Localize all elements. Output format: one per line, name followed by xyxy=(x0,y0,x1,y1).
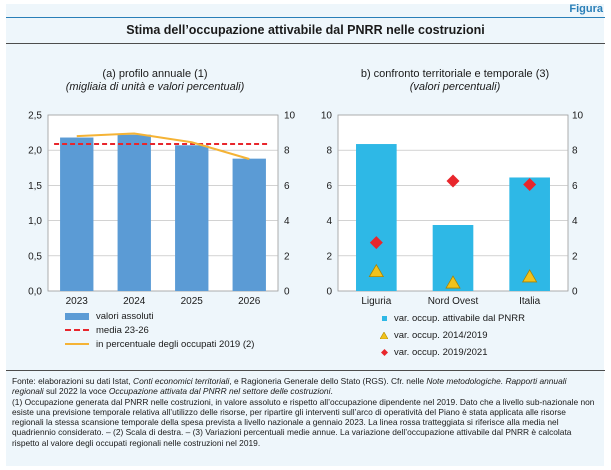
legend-item-bars: valori assoluti xyxy=(64,309,254,323)
chart-b-title: b) confronto territoriale e temporale (3… xyxy=(360,68,550,80)
chart-b-x-tick: Liguria xyxy=(361,296,391,307)
chart-a-bar-2023 xyxy=(60,137,94,291)
notes-source-italic-3: Occupazione attivata dal PNRR nel settor… xyxy=(108,386,331,397)
chart-b-left-tick: 10 xyxy=(321,111,333,122)
chart-b-subtitle: (valori percentuali) xyxy=(409,81,501,93)
chart-a-right-tick: 4 xyxy=(284,216,290,227)
chart-a-left-tick: 2,5 xyxy=(28,111,42,122)
chart-a-title: (a) profilo annuale (1) xyxy=(102,68,208,80)
chart-a-right-tick: 2 xyxy=(284,251,290,262)
legend-swatch-square xyxy=(378,316,390,321)
chart-b-right-tick: 4 xyxy=(572,216,578,227)
chart-b-diamond-marker xyxy=(446,174,460,188)
legend-swatch-diamond xyxy=(378,349,390,356)
chart-b-left-tick: 0 xyxy=(326,287,332,298)
chart-b-x-tick: Italia xyxy=(519,296,541,307)
figure-label: Figura xyxy=(569,3,603,15)
chart-a-heading: (a) profilo annuale (1) (migliaia di uni… xyxy=(40,68,270,94)
chart-b-diamond-marker xyxy=(369,236,383,250)
legend-item-2019: var. occup. 2019/2021 xyxy=(378,344,525,361)
title-rule xyxy=(6,43,605,44)
chart-b-heading: b) confronto territoriale e temporale (3… xyxy=(330,68,580,94)
chart-b-right-tick: 0 xyxy=(572,287,578,298)
chart-b-x-tick: Nord Ovest xyxy=(428,296,479,307)
legend-item-pnrr: var. occup. attivabile dal PNRR xyxy=(378,310,525,327)
notes-source-italic-1: Conti economici territoriali xyxy=(133,376,230,386)
legend-label-mean: media 23-26 xyxy=(96,324,149,336)
notes-body: (1) Occupazione generata dal PNRR nelle … xyxy=(12,396,595,448)
chart-a-subtitle: (migliaia di unità e valori percentuali) xyxy=(65,81,245,93)
chart-a-left-tick: 1,5 xyxy=(28,181,42,192)
chart-a-legend: valori assoluti media 23-26 in percentua… xyxy=(64,309,254,351)
figure-title: Stima dell’occupazione attivabile dal PN… xyxy=(126,23,485,37)
chart-b-left-tick: 4 xyxy=(326,216,332,227)
chart-a-pct-line xyxy=(76,132,250,160)
legend-swatch-triangle xyxy=(378,332,390,339)
chart-a-x-tick: 2024 xyxy=(123,296,146,307)
chart-b-left-tick: 8 xyxy=(326,146,332,157)
chart-b-legend: var. occup. attivabile dal PNRR var. occ… xyxy=(378,310,525,361)
chart-b-right-tick: 6 xyxy=(572,181,578,192)
chart-b-triangle-marker xyxy=(521,269,538,283)
chart-a-bar-2025 xyxy=(175,145,209,291)
notes-source-italic-2: Note metodologiche. Rapporti annuali reg… xyxy=(12,376,567,397)
notes-source-text: Fonte: elaborazioni su dati Istat, xyxy=(12,376,134,386)
legend-item-2014: var. occup. 2014/2019 xyxy=(378,327,525,344)
chart-a-x-tick: 2023 xyxy=(66,296,89,307)
chart-a-left-tick: 0,0 xyxy=(28,287,42,298)
chart-b-triangle-marker xyxy=(445,275,461,289)
notes-source-text-3: sul 2022 la voce xyxy=(43,386,109,397)
legend-label-pct: in percentuale degli occupati 2019 (2) xyxy=(96,338,255,350)
legend-swatch-bar xyxy=(64,312,90,320)
legend-item-mean: media 23-26 xyxy=(64,323,254,337)
chart-b-right-tick: 2 xyxy=(572,251,578,262)
chart-a-right-tick: 8 xyxy=(284,146,290,157)
notes-source-text-4: . xyxy=(330,386,333,397)
chart-a-left-tick: 0,5 xyxy=(28,251,42,262)
legend-label-pnrr: var. occup. attivabile dal PNRR xyxy=(394,313,525,324)
chart-b-right-tick: 10 xyxy=(572,111,584,122)
legend-swatch-line xyxy=(64,343,90,345)
notes-source: Fonte: elaborazioni su dati Istat, Conti… xyxy=(12,376,598,397)
chart-b-triangle-marker xyxy=(368,263,385,278)
chart-a-bar-2024 xyxy=(117,134,151,291)
notes-rule xyxy=(6,370,605,371)
chart-a-right-tick: 6 xyxy=(284,181,290,192)
chart-a-left-tick: 2,0 xyxy=(28,146,42,157)
legend-label-2014: var. occup. 2014/2019 xyxy=(394,330,488,341)
legend-swatch-dashed xyxy=(64,329,90,331)
legend-item-pct: in percentuale degli occupati 2019 (2) xyxy=(64,337,254,351)
notes-source-text-2: , e Ragioneria Generale dello Stato (RGS… xyxy=(229,376,427,386)
legend-label-2019: var. occup. 2019/2021 xyxy=(394,347,488,358)
chart-a-right-tick: 0 xyxy=(284,287,290,298)
chart-a-x-tick: 2026 xyxy=(238,296,261,307)
figure-notes: Fonte: elaborazioni su dati Istat, Conti… xyxy=(12,376,598,448)
chart-b-right-tick: 8 xyxy=(572,146,578,157)
chart-a-left-tick: 1,0 xyxy=(28,216,42,227)
top-rule xyxy=(6,17,605,18)
chart-a-x-tick: 2025 xyxy=(181,296,204,307)
chart-b-left-tick: 6 xyxy=(326,181,332,192)
chart-b-diamond-marker xyxy=(523,178,537,192)
chart-b-left-tick: 2 xyxy=(326,251,332,262)
chart-a-bar-2026 xyxy=(232,158,266,291)
chart-a-right-tick: 10 xyxy=(284,111,296,122)
legend-label-bars: valori assoluti xyxy=(96,310,154,322)
